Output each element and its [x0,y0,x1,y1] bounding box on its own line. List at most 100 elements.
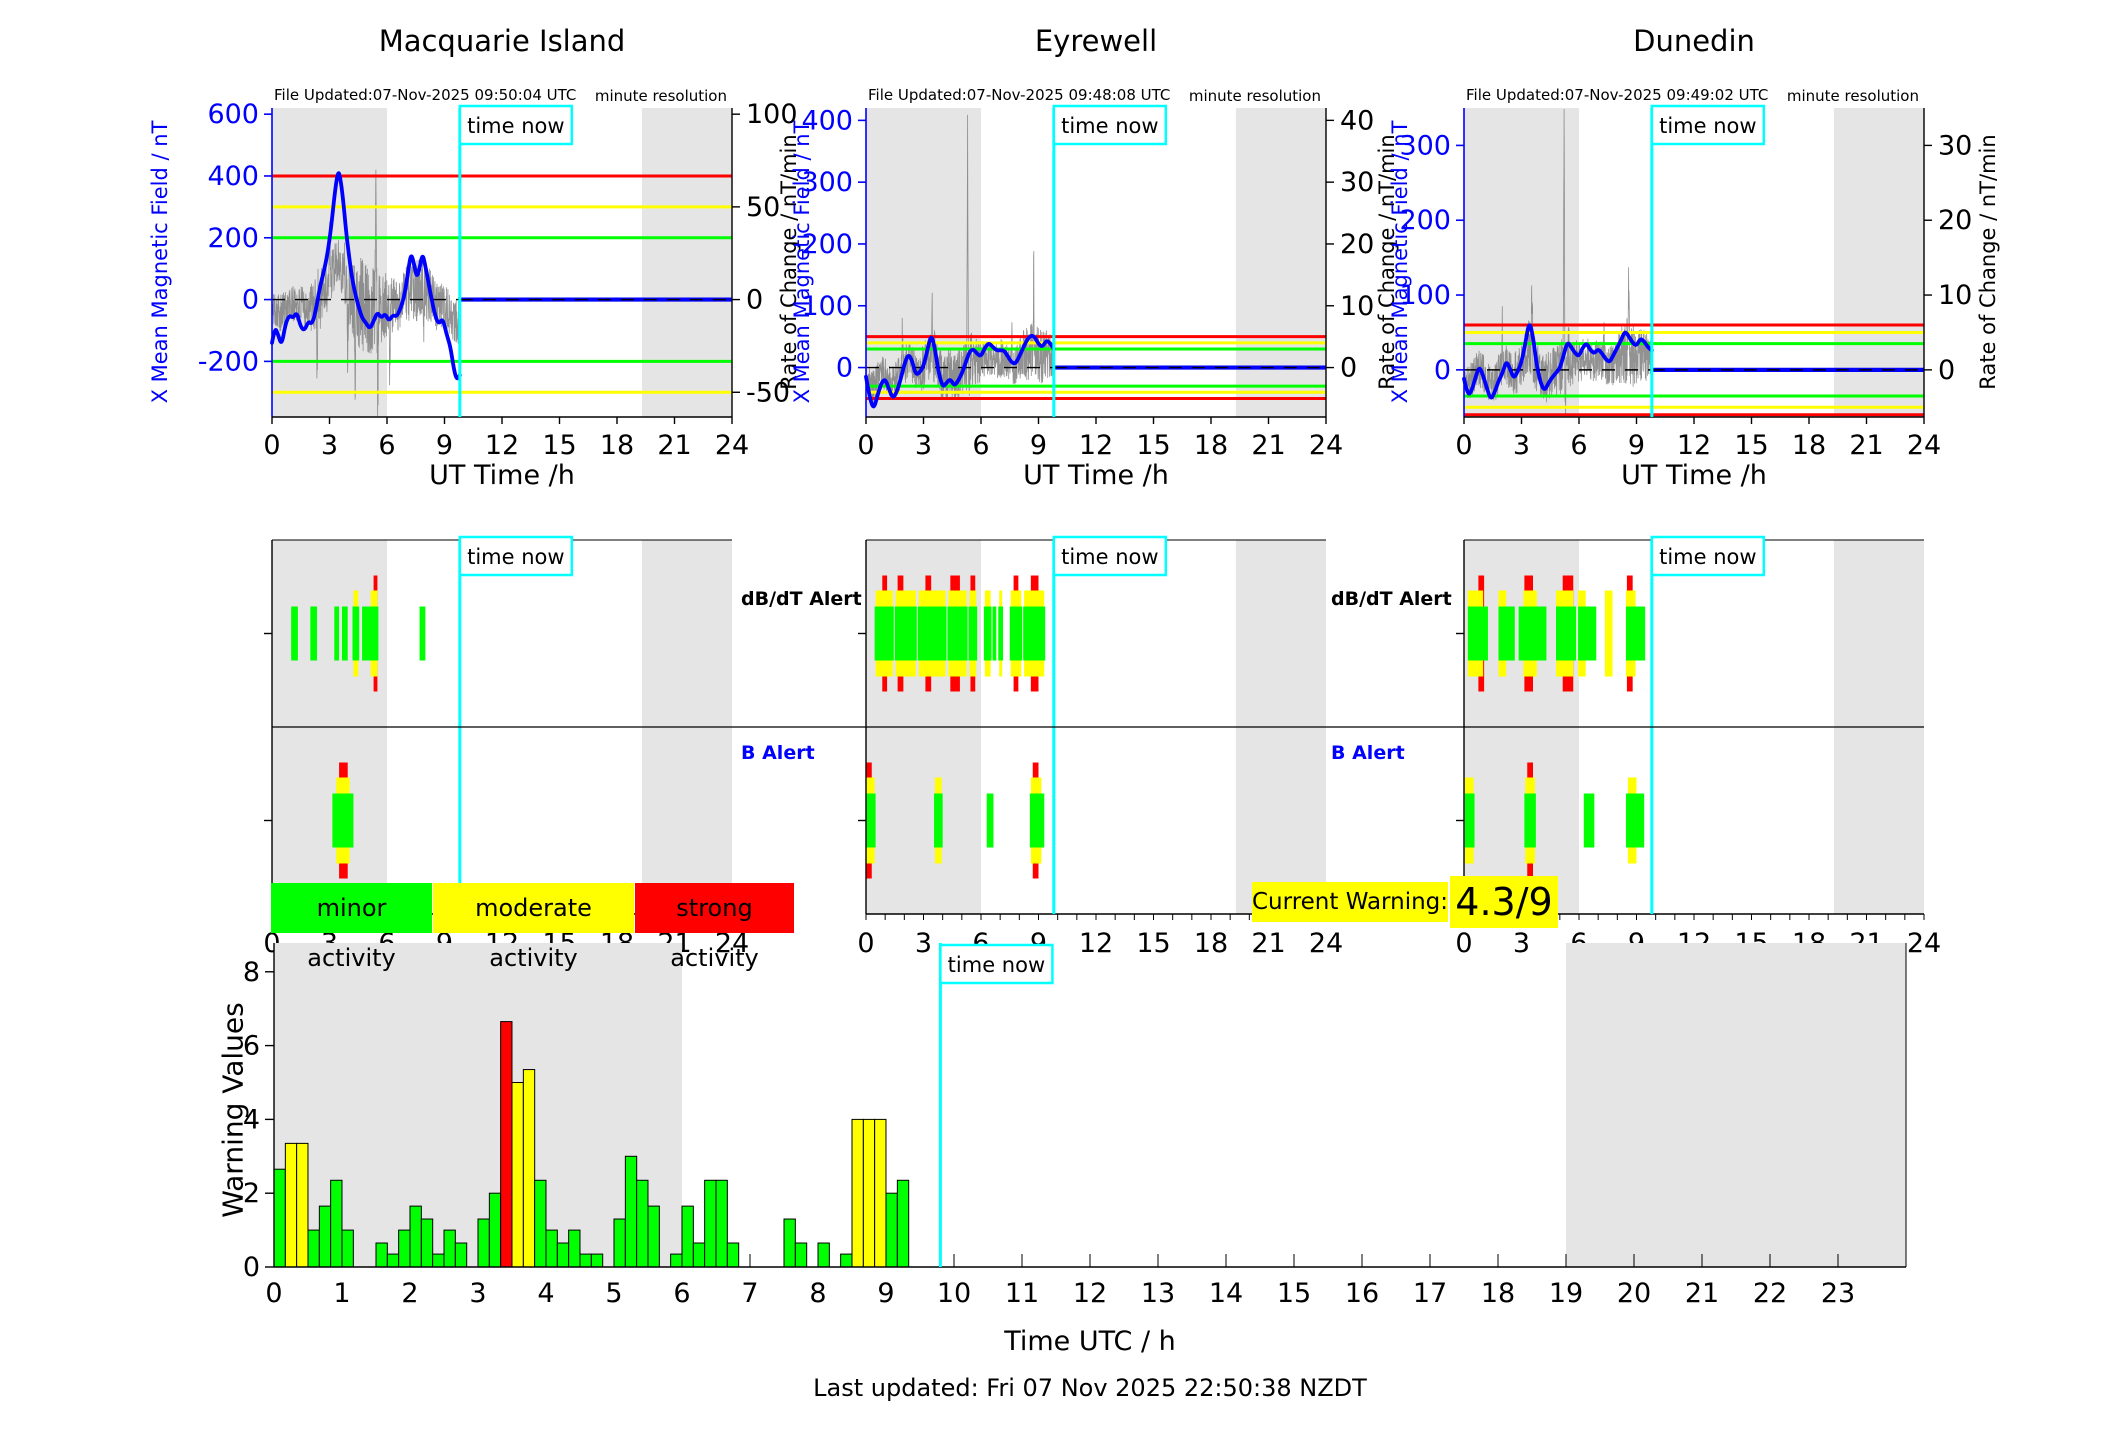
warning-bar [341,1229,354,1268]
warning-bar [534,1179,547,1268]
current-warning-label: Current Warning: [1252,882,1448,922]
time-now-box [1052,104,1168,146]
time-now-box [458,104,574,146]
bottom-x-tick-label: 12 [1073,1278,1107,1309]
minute-data-trace [1463,108,1653,417]
warning-bar [885,1192,898,1268]
warning-bar [432,1253,445,1268]
bottom-x-tick-label: 8 [809,1278,826,1309]
time-now-label: time now [1061,114,1158,138]
bottom-x-tick-label: 16 [1345,1278,1379,1309]
dbdt-alert-block-green [352,606,360,661]
dbdt-alert-block-green [1518,606,1547,661]
night-shading-band [1566,943,1906,1267]
time-now-label: time now [467,545,564,569]
strip-x-tick-label: 3 [915,928,932,959]
warning-bar [398,1229,411,1268]
station-panel-0: 600 400 200 0 -200 100 50 0 -50 0 3 6 9 12 15 18 21 24 tim… [198,99,798,461]
left-tick-label: 0 [1434,355,1451,386]
dbdt-alert-block-green [291,606,298,661]
night-shading-band [1235,108,1326,417]
warning-bar [443,1229,456,1268]
y-left-label-eyrewell: X Mean Magnetic Field / nT [790,120,814,404]
strip-x-tick-label: 18 [1194,928,1228,959]
right-tick-label: 40 [1340,105,1374,136]
warning-bar [896,1179,910,1268]
dbdt-alert-block-green [362,606,379,661]
left-tick-label: 600 [207,99,259,130]
strip-x-tick-label: 24 [715,928,749,959]
right-tick-label: 100 [746,99,798,130]
x-tick-label: 18 [1792,430,1826,461]
warning-bar [477,1218,490,1268]
warning-bar [851,1118,864,1268]
x-tick-label: 3 [321,430,338,461]
warning-bar [647,1205,660,1268]
y-left-label-macquarie: X Mean Magnetic Field / nT [148,120,172,404]
x-tick-label: 24 [1907,430,1941,461]
warning-bar [613,1218,626,1268]
strip-x-tick-label: 3 [1513,928,1530,959]
x-tick-label: 18 [1194,430,1228,461]
x-tick-label: 0 [263,430,280,461]
right-tick-label: 0 [1938,355,1955,386]
warning-bar [874,1118,887,1268]
x-tick-label: 9 [436,430,453,461]
time-now-label: time now [948,953,1045,977]
right-tick-label: 20 [1938,205,1972,236]
time-now-label: time now [1659,114,1756,138]
x-tick-label: 6 [1570,430,1587,461]
warning-values-label: Warning Values [216,1002,250,1218]
left-tick-label: 0 [242,285,259,316]
dbdt-alert-label-2: dB/dT Alert [1331,588,1452,610]
bottom-x-tick-label: 14 [1209,1278,1243,1309]
bottom-x-tick-label: 3 [469,1278,486,1309]
bottom-x-tick-label: 18 [1481,1278,1515,1309]
time-now-label: time now [1061,545,1158,569]
legend-strong-activity: strong activity [635,883,794,972]
bottom-x-tick-label: 6 [673,1278,690,1309]
x-axis-label-macquarie: UT Time /h [429,460,575,491]
x-tick-label: 21 [657,430,691,461]
right-tick-label: 30 [1340,167,1374,198]
bottom-x-tick-label: 17 [1413,1278,1447,1309]
warning-bar [386,1253,400,1268]
file-updated-macquarie: File Updated:07-Nov-2025 09:50:04 UTC [274,86,577,104]
resolution-note-macquarie: minute resolution [594,87,727,105]
strip-x-tick-label: 0 [1455,928,1472,959]
b-alert-block-green [1524,793,1536,848]
warning-bar [284,1142,298,1268]
bottom-x-tick-label: 2 [401,1278,418,1309]
warning-bar [636,1179,649,1268]
bottom-x-tick-label: 9 [877,1278,894,1309]
b-alert-block-green [866,793,876,848]
warning-bar [318,1205,332,1268]
bottom-x-axis-label: Time UTC / h [1004,1326,1176,1357]
warning-bar [794,1242,808,1268]
b-alert-block-green [1464,793,1475,848]
left-tick-label: 100 [801,291,853,322]
x-tick-label: 9 [1030,430,1047,461]
b-alert-block-green [986,793,994,848]
b-alert-block-green [1029,793,1045,848]
warning-bar [522,1069,536,1268]
left-tick-label: 300 [1399,130,1451,161]
dbdt-alert-block-green [894,606,917,661]
warning-bar [556,1242,570,1268]
bottom-x-tick-label: 11 [1005,1278,1039,1309]
resolution-note-eyrewell: minute resolution [1188,87,1321,105]
y-right-label-dunedin: Rate of Change / nT/min [1976,134,2000,390]
bottom-x-tick-label: 21 [1685,1278,1719,1309]
x-tick-label: 12 [485,430,519,461]
b-alert-block-green [1625,793,1645,848]
dbdt-alert-block-green [1498,606,1515,661]
x-tick-label: 6 [378,430,395,461]
time-now-box [1052,535,1168,577]
dbdt-alert-block-green [874,606,894,661]
x-tick-label: 6 [972,430,989,461]
right-tick-label: 50 [746,192,780,223]
current-warning-value: 4.3/9 [1450,876,1558,928]
dbdt-alert-block-green [334,606,340,661]
